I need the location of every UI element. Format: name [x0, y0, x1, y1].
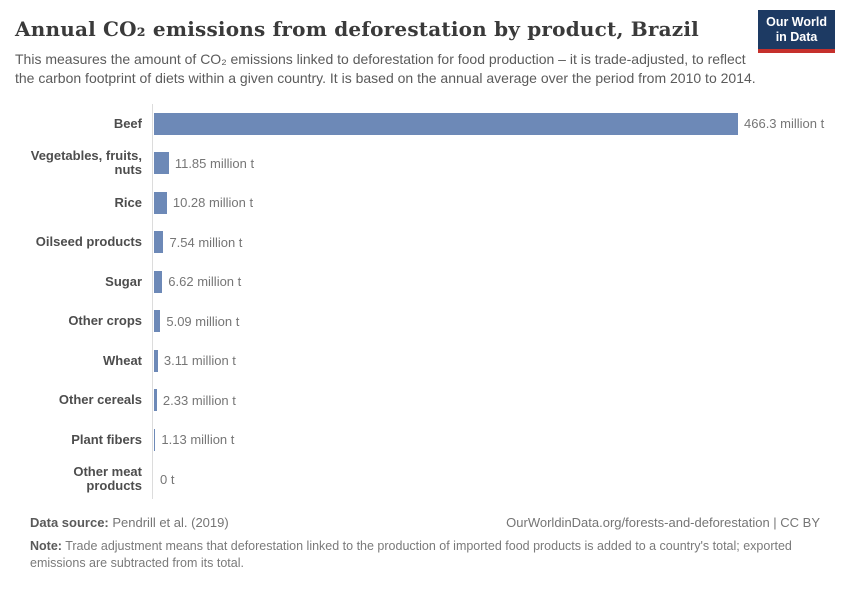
bar[interactable]	[154, 389, 157, 412]
bar[interactable]	[154, 349, 158, 372]
data-source: Data source: Pendrill et al. (2019)	[30, 515, 229, 530]
bar-row: Wheat 3.11 million t	[15, 341, 835, 381]
bar[interactable]	[154, 428, 156, 451]
value-label: 11.85 million t	[174, 155, 255, 171]
license-link-text[interactable]: OurWorldinData.org/forests-and-deforesta…	[506, 515, 820, 531]
bar-track: 1.13 million t	[152, 420, 835, 460]
bar[interactable]	[154, 231, 164, 254]
value-label: 7.54 million t	[169, 234, 243, 250]
value-label: 2.33 million t	[162, 392, 236, 408]
value-label: 6.62 million t	[168, 274, 242, 290]
owid-logo-line2: in Data	[775, 30, 818, 44]
category-label: Vegetables, fruits, nuts	[30, 148, 142, 178]
chart-footer: Data source: Pendrill et al. (2019) OurW…	[30, 515, 820, 573]
source-row: Data source: Pendrill et al. (2019) OurW…	[30, 515, 820, 530]
bar-track: 5.09 million t	[152, 301, 835, 342]
value-label: 10.28 million t	[172, 195, 254, 211]
chart-title: Annual CO₂ emissions from deforestation …	[15, 17, 699, 41]
value-label: 466.3 million t	[744, 116, 825, 132]
chart-subtitle: This measures the amount of CO₂ emission…	[15, 51, 756, 86]
category-label: Other crops	[68, 313, 142, 329]
value-label: 0 t	[160, 471, 175, 487]
bar-track: 6.62 million t	[152, 262, 835, 302]
bar-track: 7.54 million t	[152, 222, 835, 263]
category-label: Wheat	[103, 352, 142, 368]
bar-row: Vegetables, fruits, nuts 11.85 million t	[15, 143, 835, 184]
bar[interactable]	[154, 270, 163, 293]
bar-row: Other cereals 2.33 million t	[15, 380, 835, 421]
value-label: 5.09 million t	[166, 313, 240, 329]
category-label: Oilseed products	[35, 234, 142, 250]
bar-track: 10.28 million t	[152, 183, 835, 223]
bar[interactable]	[154, 152, 169, 175]
owid-logo[interactable]: Our World in Data	[758, 10, 835, 53]
category-label: Other meat products	[73, 464, 142, 494]
license-link[interactable]: OurWorldinData.org/forests-and-deforesta…	[506, 515, 820, 530]
category-label: Sugar	[105, 273, 142, 289]
bar-track: 11.85 million t	[152, 143, 835, 184]
category-label: Beef	[113, 115, 142, 131]
bar-chart: Beef 466.3 million t Vegetables, fruits, n…	[15, 104, 835, 500]
note-row: Note: Trade adjustment means that defore…	[30, 538, 820, 573]
bar-row: Other crops 5.09 million t	[15, 301, 835, 342]
category-label: Other cereals	[58, 392, 142, 408]
bar-row: Beef 466.3 million t	[15, 104, 835, 144]
bar-row: Oilseed products 7.54 million t	[15, 222, 835, 263]
bar-row: Other meat products 0 t	[15, 459, 835, 500]
bar-track: 0 t	[152, 459, 835, 500]
value-label: 3.11 million t	[163, 353, 236, 369]
category-label: Plant fibers	[71, 431, 142, 447]
category-label: Rice	[114, 194, 142, 210]
bar-track: 466.3 million t	[152, 104, 835, 144]
owid-logo-line1: Our World	[766, 15, 827, 29]
bar-track: 3.11 million t	[152, 341, 835, 381]
bar[interactable]	[154, 310, 161, 333]
note-text: Trade adjustment means that deforestatio…	[30, 539, 792, 571]
data-source-text: Pendrill et al. (2019)	[108, 515, 229, 531]
bar[interactable]	[154, 112, 738, 135]
bar[interactable]	[154, 191, 167, 214]
bar-row: Plant fibers 1.13 million t	[15, 420, 835, 460]
bar-track: 2.33 million t	[152, 380, 835, 421]
bar-row: Sugar 6.62 million t	[15, 262, 835, 302]
chart-page: Our World in Data Annual CO₂ emissions f…	[15, 10, 835, 573]
value-label: 1.13 million t	[161, 432, 235, 448]
data-source-label: Data source:	[30, 515, 109, 531]
bar-row: Rice 10.28 million t	[15, 183, 835, 223]
note-label: Note:	[30, 539, 62, 554]
